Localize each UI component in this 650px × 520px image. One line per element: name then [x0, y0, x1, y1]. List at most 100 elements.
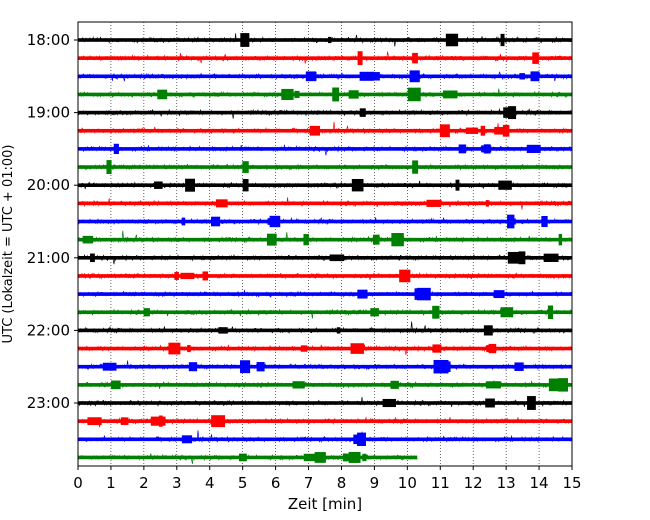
trace-burst [187, 345, 191, 353]
trace-burst [359, 108, 366, 117]
trace-burst [303, 234, 309, 246]
trace-burst [336, 327, 341, 334]
trace-band [78, 237, 572, 242]
trace-burst [269, 215, 281, 228]
trace-blue [77, 430, 572, 444]
trace-burst [503, 107, 515, 118]
trace-burst [211, 415, 226, 428]
trace-blue [77, 289, 572, 298]
trace-burst [500, 307, 514, 318]
trace-burst [500, 33, 505, 47]
trace-burst [82, 235, 94, 244]
x-tick-label: 15 [562, 474, 581, 492]
y-tick-label: 19:00 [27, 104, 70, 122]
trace-burst [154, 181, 163, 189]
trace-burst [332, 87, 340, 102]
trace-green [77, 163, 572, 171]
plot-area [78, 22, 572, 466]
x-tick-label: 6 [271, 474, 281, 492]
plot-frame [77, 21, 573, 467]
trace-burst [439, 124, 450, 138]
trace-burst [314, 452, 326, 463]
trace-band [78, 38, 572, 42]
trace-blue [77, 71, 572, 82]
x-tick-label: 3 [172, 474, 182, 492]
trace-black [77, 33, 572, 47]
trace-burst [218, 327, 228, 334]
trace-burst [547, 305, 554, 320]
trace-burst [90, 253, 95, 263]
trace-burst [240, 33, 250, 47]
trace-burst [548, 378, 562, 392]
trace-burst [392, 236, 404, 244]
trace-burst [351, 178, 364, 192]
trace-red [77, 272, 572, 280]
trace-burst [348, 90, 359, 99]
trace-band [78, 74, 572, 79]
trace-burst [480, 125, 486, 136]
trace-red [77, 197, 572, 210]
trace-burst [157, 89, 168, 100]
trace-burst [372, 234, 380, 245]
x-tick-label: 14 [530, 474, 549, 492]
trace-burst [211, 216, 221, 227]
x-tick-label: 8 [337, 474, 347, 492]
trace-burst [412, 160, 419, 174]
trace-burst [267, 218, 275, 225]
trace-burst [168, 342, 181, 355]
trace-burst [488, 343, 497, 354]
trace-band [78, 310, 572, 315]
trace-burst [303, 453, 319, 462]
y-tick-label: 20:00 [27, 176, 70, 194]
x-tick-label: 9 [370, 474, 380, 492]
trace-burst [238, 453, 247, 462]
x-tick-label: 11 [431, 474, 450, 492]
trace-burst [414, 288, 429, 300]
trace-burst [359, 71, 375, 81]
trace-burst [181, 217, 186, 226]
trace-burst [102, 362, 117, 371]
trace-burst [174, 271, 179, 280]
trace-burst [294, 90, 300, 99]
trace-burst [300, 345, 308, 352]
trace-burst [495, 381, 501, 389]
trace-burst [328, 36, 332, 44]
trace-burst [357, 289, 368, 299]
trace-burst [412, 52, 418, 64]
trace-burst [329, 254, 345, 262]
trace-burst [432, 305, 440, 319]
trace-burst [526, 144, 541, 153]
trace-burst [150, 416, 166, 426]
trace-burst [281, 88, 294, 100]
x-axis-label: Zeit [min] [288, 495, 362, 513]
trace-burst [357, 432, 366, 446]
trace-burst [350, 343, 364, 354]
trace-burst [558, 378, 568, 392]
x-tick-label: 7 [304, 474, 314, 492]
trace-burst [494, 126, 507, 135]
trace-burst [113, 143, 119, 155]
trace-band [78, 401, 572, 405]
trace-burst [455, 179, 460, 191]
trace-burst [362, 453, 367, 462]
x-axis: 0 1 2 3 4 5 6 7 8 9 10 11 12 13 14 15 [73, 466, 582, 492]
trace-band [78, 201, 572, 206]
trace-burst [185, 178, 195, 192]
y-tick-label: 21:00 [27, 249, 70, 267]
trace-burst [532, 52, 539, 64]
trace-burst [143, 308, 150, 317]
trace-burst [507, 251, 520, 264]
trace-burst [530, 71, 540, 82]
trace-burst [486, 345, 491, 353]
trace-burst [399, 269, 411, 283]
trace-burst [483, 325, 493, 336]
trace-band [78, 437, 572, 442]
x-tick-label: 2 [139, 474, 149, 492]
trace-band [78, 256, 572, 260]
y-tick-label: 18:00 [27, 31, 70, 49]
x-tick-label: 13 [497, 474, 516, 492]
trace-burst [485, 200, 489, 207]
trace-burst [158, 415, 163, 427]
